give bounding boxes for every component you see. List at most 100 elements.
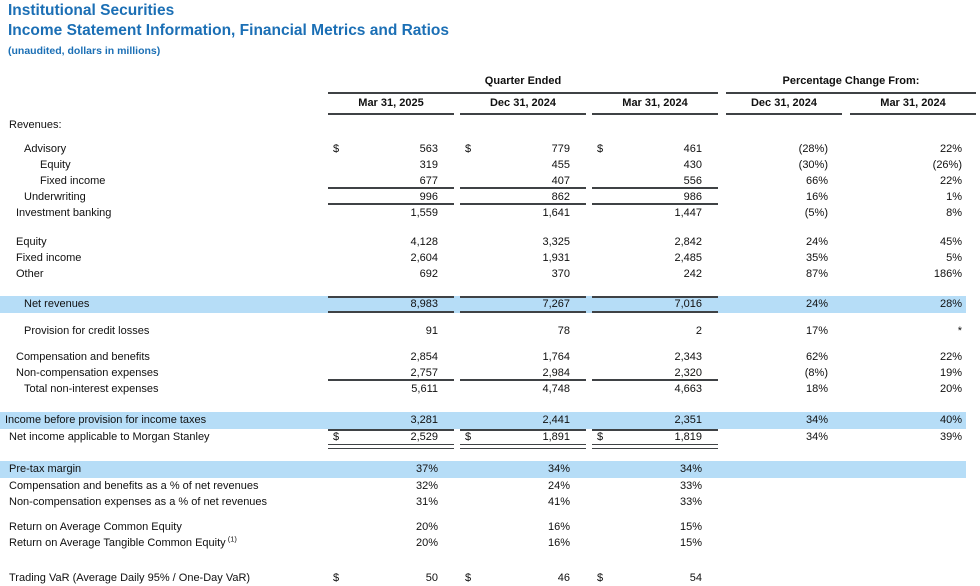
cell-number: 1,931	[542, 252, 570, 264]
cell-value: 34%	[592, 461, 718, 478]
cell-number: 16%	[547, 537, 570, 549]
cell-value: 24%	[460, 478, 586, 494]
cell-value: 1,764	[460, 349, 586, 365]
pct-value: (30%)	[798, 159, 828, 171]
footnote-ref: (1)	[225, 535, 237, 544]
cell-value	[460, 117, 586, 133]
cell-number: 1,891	[542, 431, 570, 443]
pct-value	[726, 461, 842, 478]
table-body: Revenues: Advisory $563 $779 $461 (28%) 22% Equ…	[0, 117, 980, 586]
cell-number: 2,485	[674, 252, 702, 264]
pct-value: 39%	[939, 431, 962, 443]
table-row: Equity 319 455 430 (30%) (26%)	[0, 157, 980, 173]
cell-number: 24%	[547, 480, 570, 492]
cell-number: 37%	[415, 463, 438, 475]
cell-value: 41%	[460, 494, 586, 510]
cell-value: 986	[592, 189, 718, 205]
cell-number: 5,611	[411, 383, 438, 395]
cell-value: 2,485	[592, 250, 718, 266]
pct-value: (8%)	[804, 367, 828, 379]
table-row: Fixed income 2,604 1,931 2,485 35% 5%	[0, 250, 980, 266]
pct-value: 28%	[939, 298, 962, 310]
cell-number: 32%	[415, 480, 438, 492]
pct-value	[726, 494, 842, 510]
cell-number: 779	[551, 143, 570, 155]
cell-number: 2,854	[410, 351, 438, 363]
row-spacer	[0, 397, 980, 412]
cell-number: 1,447	[674, 207, 702, 219]
pct-value	[850, 494, 976, 510]
column-header-spacer	[0, 94, 328, 115]
cell-value: 15%	[592, 519, 718, 535]
pct-value	[850, 570, 976, 586]
cell-value: 1,447	[592, 205, 718, 221]
cell-number: 2,529	[410, 431, 438, 443]
cell-number: 91	[425, 325, 438, 337]
cell-number: 319	[419, 159, 438, 171]
row-label: Trading VaR (Average Daily 95% / One-Day…	[9, 572, 251, 584]
cell-number: 20%	[415, 521, 438, 533]
column-header: Mar 31, 2025	[328, 94, 454, 115]
pct-value: 87%	[805, 268, 828, 280]
row-spacer	[0, 313, 980, 323]
table-row: Return on Average Common Equity 20% 16% 15%	[0, 519, 980, 535]
cell-number: 1,641	[542, 207, 570, 219]
table-row: Provision for credit losses 91 78 2 17% *	[0, 323, 980, 339]
cell-value: 4,128	[328, 234, 454, 250]
page-title: Institutional Securities	[8, 2, 175, 19]
cell-value: 556	[592, 173, 718, 189]
row-spacer	[0, 551, 980, 570]
pct-value: 22%	[939, 351, 962, 363]
cell-number: 1,764	[542, 351, 570, 363]
table-row: Other 692 370 242 87% 186%	[0, 266, 980, 282]
cell-value: 2,604	[328, 250, 454, 266]
pct-value	[850, 117, 976, 133]
cell-value: 2,320	[592, 365, 718, 381]
cell-value: 16%	[460, 535, 586, 551]
dollar-sign: $	[597, 143, 604, 155]
cell-number: 2,984	[542, 367, 570, 379]
column-header: Dec 31, 2024	[460, 94, 586, 115]
title-block: Institutional Securities Income Statemen…	[0, 0, 980, 59]
row-label: Net income applicable to Morgan Stanley	[9, 431, 210, 443]
cell-value: $563	[328, 141, 454, 157]
cell-number: 33%	[679, 496, 702, 508]
cell-number: 461	[683, 143, 702, 155]
cell-number: 2	[695, 325, 702, 337]
cell-number: 1,559	[410, 207, 438, 219]
cell-value: 91	[328, 323, 454, 339]
cell-value: 242	[592, 266, 718, 282]
row-label: Income before provision for income taxes	[5, 414, 207, 426]
pct-value: 186%	[933, 268, 962, 280]
dollar-sign: $	[597, 572, 604, 584]
pct-value	[726, 478, 842, 494]
cell-number: 20%	[415, 537, 438, 549]
cell-number: 3,281	[410, 414, 438, 426]
cell-number: 3,325	[542, 236, 570, 248]
pct-value	[726, 535, 842, 551]
cell-number: 242	[683, 268, 702, 280]
cell-value: 319	[328, 157, 454, 173]
table-row: Return on Average Tangible Common Equity…	[0, 535, 980, 551]
row-label: Non-compensation expenses	[16, 367, 159, 379]
cell-number: 1,819	[674, 431, 702, 443]
cell-value: 692	[328, 266, 454, 282]
cell-value: 677	[328, 173, 454, 189]
table-row: Advisory $563 $779 $461 (28%) 22%	[0, 141, 980, 157]
pct-value: 1%	[946, 191, 962, 203]
row-spacer	[0, 510, 980, 519]
cell-value: $2,529	[328, 429, 454, 449]
cell-value: 32%	[328, 478, 454, 494]
row-label: Compensation and benefits	[16, 351, 150, 363]
pct-value: 17%	[805, 325, 828, 337]
pct-value: 45%	[939, 236, 962, 248]
page-subtitle: Income Statement Information, Financial …	[8, 22, 449, 39]
cell-value: $50	[328, 570, 454, 586]
dollar-sign: $	[465, 431, 472, 443]
pct-value: 19%	[939, 367, 962, 379]
cell-number: 33%	[679, 480, 702, 492]
pct-value: 24%	[805, 236, 828, 248]
cell-value: 2,757	[328, 365, 454, 381]
pct-value: *	[957, 325, 962, 337]
pct-value: 62%	[805, 351, 828, 363]
